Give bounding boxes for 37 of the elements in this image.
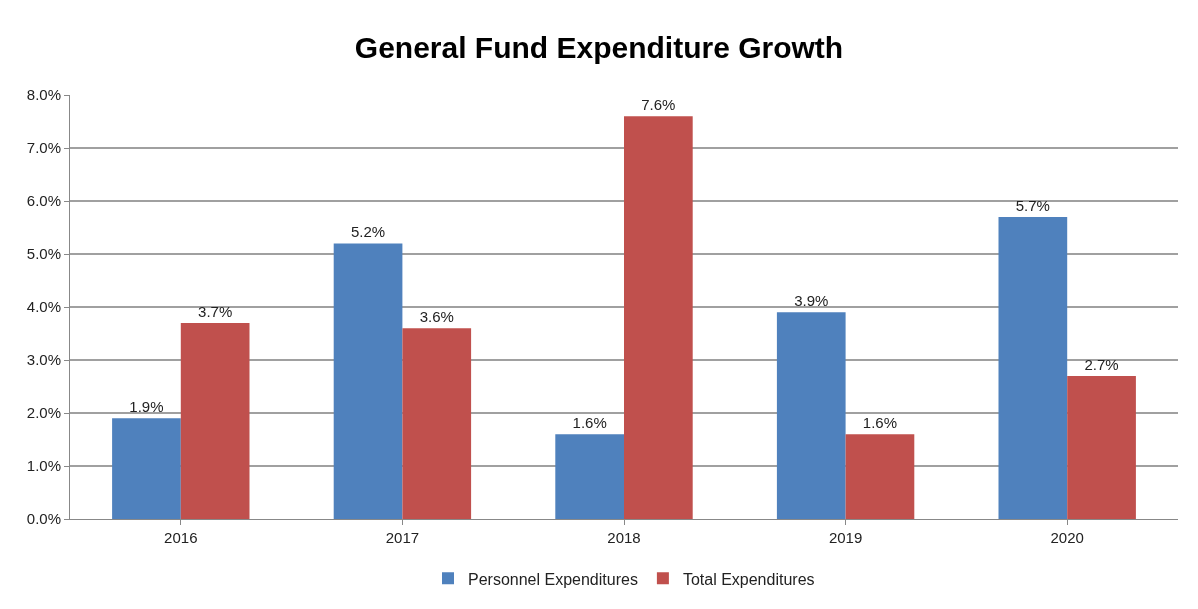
- data-label: 1.9%: [129, 398, 164, 416]
- bar: [1067, 375, 1136, 519]
- y-tick-label: 7.0%: [26, 139, 61, 157]
- bar: [998, 216, 1068, 519]
- legend-label: Total Expenditures: [682, 570, 815, 588]
- y-tick-label: 3.0%: [26, 351, 61, 369]
- y-tick-label: 4.0%: [26, 298, 61, 316]
- data-label: 5.7%: [1015, 196, 1050, 214]
- bar: [624, 116, 693, 519]
- y-tick-label: 8.0%: [26, 86, 61, 104]
- legend-label: Personnel Expenditures: [468, 570, 638, 588]
- x-tick-label: 2017: [385, 529, 420, 546]
- y-tick-label: 5.0%: [26, 245, 61, 263]
- data-label: 1.6%: [862, 414, 898, 432]
- data-label: 3.6%: [419, 308, 454, 326]
- x-tick-label: 2018: [607, 529, 641, 546]
- bar: [333, 243, 403, 519]
- data-label: 5.2%: [350, 223, 386, 241]
- y-tick-label: 2.0%: [26, 404, 61, 422]
- x-tick-label: 2019: [828, 529, 863, 546]
- x-tick-label: 2016: [164, 529, 198, 546]
- bar: [112, 418, 181, 519]
- data-label: 3.9%: [794, 292, 829, 310]
- chart-title: General Fund Expenditure Growth: [354, 30, 844, 64]
- data-label: 2.7%: [1084, 355, 1119, 373]
- y-tick-label: 6.0%: [26, 192, 61, 210]
- bar: [555, 434, 624, 519]
- bar: [776, 312, 846, 519]
- bar: [845, 434, 915, 519]
- x-tick-label: 2020: [1050, 529, 1084, 546]
- data-label: 3.7%: [198, 302, 233, 320]
- bar: [180, 322, 250, 519]
- bar: [402, 328, 472, 519]
- y-tick-label: 0.0%: [26, 510, 61, 528]
- data-label: 1.6%: [572, 414, 607, 432]
- data-label: 7.6%: [641, 96, 676, 114]
- y-tick-label: 1.0%: [26, 457, 61, 475]
